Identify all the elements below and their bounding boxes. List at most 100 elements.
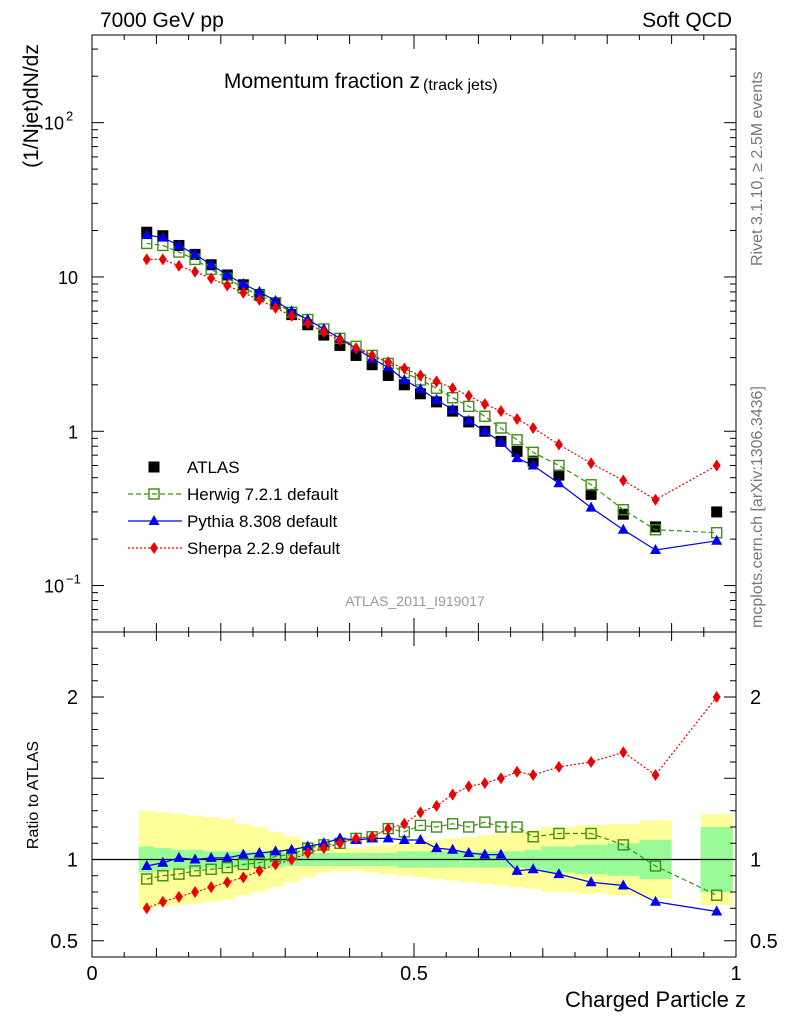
main-sherpa-point	[239, 286, 248, 299]
main-sherpa-point	[319, 325, 328, 338]
energy-label: 7000 GeV pp	[100, 9, 224, 32]
main-atlas-point	[511, 445, 523, 457]
main-sherpa-point	[255, 293, 264, 306]
main-sherpa-point	[191, 265, 200, 278]
ratio-sherpa-point	[319, 842, 328, 855]
ratio-herwig-point	[141, 873, 153, 885]
main-sherpa-point	[400, 362, 409, 375]
x-tick-label: 0.5	[400, 963, 428, 985]
ratio-y-axis-label: Ratio to ATLAS	[25, 741, 42, 849]
ratio-y-tick-label-right: 1	[750, 850, 761, 872]
process-label: Soft QCD	[642, 9, 732, 32]
ratio-pythia-point	[237, 848, 249, 859]
ratio-pythia-point	[221, 851, 233, 862]
main-herwig-point	[527, 446, 539, 459]
main-sherpa-line	[146, 258, 717, 501]
ratio-sherpa-point	[651, 769, 660, 781]
main-atlas-point	[711, 506, 723, 518]
main-y-tick-label: 1	[68, 422, 78, 442]
legend-atlas-label: ATLAS	[187, 458, 240, 477]
ratio-sherpa-point	[712, 691, 721, 703]
main-y-tick-exponent: 2	[66, 109, 73, 124]
ratio-pythia-point	[141, 860, 153, 870]
main-sherpa-point	[448, 382, 457, 395]
main-y-tick-exponent: −1	[66, 572, 81, 587]
main-y-tick-label: 10	[44, 114, 64, 134]
ratio-pythia-point	[189, 853, 201, 864]
x-tick-label: 0	[86, 963, 97, 985]
ratio-sherpa-point	[239, 871, 248, 884]
main-atlas-point	[350, 349, 362, 361]
main-sherpa-point	[287, 309, 296, 322]
main-sherpa-point	[384, 356, 393, 369]
main-pythia-point	[711, 534, 723, 545]
main-sherpa-point	[432, 375, 441, 388]
ratio-pythia-point	[511, 864, 523, 875]
ratio-y-tick-label-left: 0.5	[50, 931, 78, 953]
main-pythia-point	[617, 523, 629, 534]
main-herwig-point	[585, 479, 597, 491]
analysis-tag: ATLAS_2011_I919017	[345, 593, 485, 609]
ratio-herwig-line	[146, 821, 717, 896]
main-title-subscript: (track jets)	[423, 77, 498, 94]
main-herwig-point	[617, 504, 629, 516]
ratio-pythia-point	[173, 851, 185, 862]
ratio-pythia-point	[398, 834, 410, 844]
ratio-herwig-point	[527, 831, 539, 843]
ratio-pythia-point	[431, 842, 443, 853]
ratio-pythia-point	[286, 843, 298, 854]
main-pythia-point	[511, 452, 523, 463]
ratio-y-tick-label-left: 1	[67, 850, 78, 872]
main-sherpa-point	[142, 253, 151, 266]
ratio-pythia-point	[382, 832, 394, 843]
ratio-sherpa-point	[158, 895, 167, 908]
main-sherpa-point	[464, 389, 473, 402]
main-sherpa-point	[352, 342, 361, 355]
main-y-tick-label: 10	[44, 577, 64, 597]
ratio-pythia-point	[495, 848, 507, 859]
main-sherpa-point	[416, 369, 425, 382]
main-pythia-point	[650, 543, 661, 554]
ratio-herwig-point	[157, 870, 169, 882]
legend-pythia-label: Pythia 8.308 default	[187, 512, 338, 531]
main-pythia-point	[270, 294, 282, 305]
main-atlas-point	[414, 388, 426, 400]
main-pythia-point	[398, 373, 410, 384]
main-pythia-point	[157, 231, 169, 242]
main-atlas-point	[382, 369, 394, 381]
main-sherpa-point	[174, 259, 183, 272]
ratio-sherpa-point	[368, 830, 377, 843]
main-atlas-point	[585, 488, 597, 500]
legend-herwig-marker	[148, 488, 160, 500]
main-pythia-point	[205, 258, 217, 269]
ratio-herwig-point	[414, 819, 427, 832]
main-herwig-point	[649, 524, 662, 536]
main-pythia-point	[431, 393, 443, 404]
ratio-sherpa-point	[496, 772, 505, 785]
main-y-axis-label: (1/Njet)dN/dz	[20, 44, 43, 168]
ratio-herwig-point	[617, 839, 629, 851]
legend-pythia-marker	[148, 515, 160, 525]
main-y-tick-label: 10	[58, 268, 78, 288]
x-axis-label: Charged Particle z	[565, 987, 746, 1012]
legend-atlas-marker	[148, 461, 160, 473]
main-pythia-point	[447, 403, 459, 414]
ratio-herwig-point	[237, 858, 250, 871]
ratio-sherpa-point	[400, 817, 409, 830]
main-pythia-point	[495, 436, 507, 447]
main-sherpa-point	[554, 438, 563, 451]
main-sherpa-point	[529, 421, 538, 434]
ratio-pythia-point	[553, 868, 565, 879]
mcplots-reference-text: mcplots.cern.ch [arXiv:1306.3436]	[749, 386, 766, 628]
ratio-herwig-point	[479, 816, 491, 828]
main-panel: Momentum fraction z (track jets) (1/Njet…	[20, 34, 737, 633]
ratio-sherpa-point	[464, 780, 473, 793]
main-sherpa-point	[712, 459, 721, 472]
legend: ATLAS Herwig 7.2.1 default Pythia 8.308 de…	[128, 458, 340, 558]
main-sherpa-point	[619, 474, 628, 487]
ratio-pythia-point	[414, 834, 426, 844]
main-sherpa-point	[651, 493, 660, 506]
ratio-sherpa-point	[448, 788, 457, 801]
ratio-herwig-point	[463, 821, 475, 833]
